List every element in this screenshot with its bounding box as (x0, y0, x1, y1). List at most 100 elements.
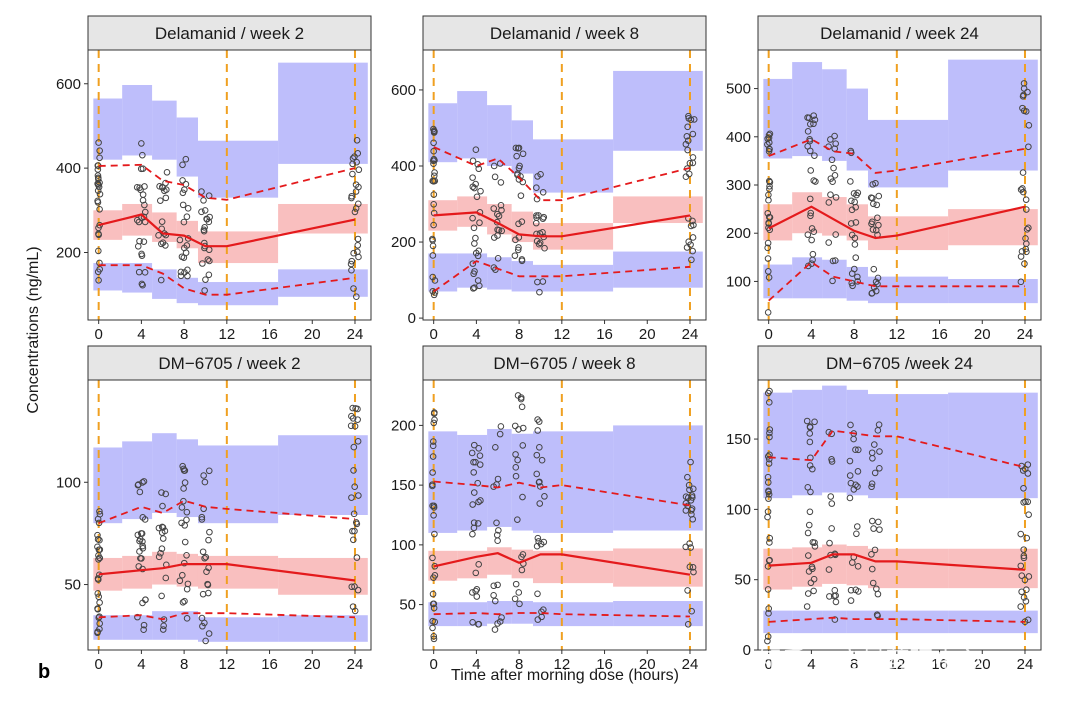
facet-title: Delamanid / week 8 (490, 24, 639, 43)
observation-point (429, 554, 436, 562)
observation-point (490, 234, 498, 241)
observation-point (536, 500, 544, 507)
observation-point (349, 404, 356, 412)
observation-point (182, 155, 190, 163)
observation-point (870, 441, 878, 448)
observation-point (473, 593, 481, 600)
observation-point (431, 277, 439, 284)
observation-point (766, 426, 774, 433)
observation-point (690, 568, 697, 576)
observation-point (875, 518, 882, 526)
observation-point (868, 550, 875, 558)
y-tick-label: 200 (56, 245, 81, 262)
observation-point (468, 449, 476, 457)
observation-point (205, 271, 213, 279)
observation-point (351, 422, 359, 430)
observation-point (205, 630, 213, 637)
observation-point (158, 489, 165, 496)
observation-point (804, 262, 812, 270)
observation-point (138, 252, 146, 259)
observation-point (1020, 594, 1028, 601)
upper-pi-band (93, 98, 123, 160)
observation-point (139, 196, 147, 204)
x-tick-label: 12 (218, 656, 235, 673)
observed-lower-percentile-line (98, 264, 356, 296)
observation-point (161, 527, 169, 535)
observation-point (158, 240, 165, 248)
x-tick-label: 20 (639, 326, 656, 343)
observation-point (855, 588, 862, 595)
observation-point (494, 620, 501, 627)
observation-point (766, 145, 773, 153)
observation-point (517, 192, 525, 199)
observation-point (828, 500, 836, 507)
observation-point (765, 610, 772, 617)
observation-point (94, 180, 102, 188)
observation-point (470, 489, 478, 496)
observation-point (804, 590, 812, 597)
observation-point (474, 479, 482, 487)
x-tick-label: 4 (472, 656, 480, 673)
observation-point (831, 587, 839, 594)
observation-point (538, 608, 545, 616)
observation-point (430, 511, 437, 519)
observation-point (141, 201, 148, 209)
plot-area (428, 380, 703, 650)
observation-point (474, 520, 482, 527)
observation-point (473, 586, 481, 593)
observation-point (689, 234, 697, 241)
observed-lower-percentile-line (433, 260, 691, 293)
observed-upper-percentile-line (433, 480, 691, 507)
x-tick-label: 12 (553, 656, 570, 673)
observation-point (512, 580, 520, 588)
observed-lower-percentile-line (768, 616, 1026, 623)
observation-point (353, 137, 361, 144)
observation-point (686, 563, 694, 571)
lower-pi-band (532, 602, 614, 627)
lower-pi-band (197, 617, 279, 642)
observation-point (514, 516, 521, 523)
observation-point (429, 273, 437, 281)
observation-point (847, 421, 854, 429)
observation-point (430, 201, 437, 208)
observation-point (430, 632, 438, 640)
observation-point (1018, 572, 1026, 579)
observation-point (199, 590, 207, 598)
observation-point (870, 525, 877, 532)
observation-point (536, 288, 543, 296)
median-pi-band (511, 549, 533, 579)
observation-point (469, 174, 476, 181)
observation-point (825, 239, 833, 246)
observation-point (688, 492, 696, 499)
observation-point (533, 212, 540, 219)
observation-point (355, 166, 363, 174)
x-tick-label: 4 (472, 326, 480, 343)
observation-point (158, 218, 166, 225)
observation-point (827, 191, 834, 199)
observation-point (471, 184, 478, 192)
x-tick-label: 8 (850, 656, 858, 673)
observation-point (1020, 546, 1028, 553)
observation-point (1020, 484, 1027, 492)
observation-point (540, 538, 548, 546)
y-tick-label: 100 (726, 501, 751, 518)
observation-point (829, 257, 837, 265)
plot-area (763, 50, 1038, 320)
lower-pi-band (152, 611, 177, 640)
x-tick-label: 12 (888, 656, 905, 673)
observation-point (848, 197, 855, 205)
observed-lower-percentile-line (433, 612, 691, 618)
observation-point (350, 285, 357, 292)
observation-point (497, 179, 505, 186)
observation-point (155, 232, 162, 239)
upper-pi-band (763, 392, 793, 499)
observation-point (519, 442, 527, 449)
observation-point (805, 114, 813, 122)
observation-point (429, 288, 437, 295)
x-tick-label: 20 (974, 326, 991, 343)
watermark-text: 知乎 @定量药理中心 (758, 646, 982, 674)
observation-point (686, 486, 693, 494)
x-tick-label: 12 (218, 326, 235, 343)
observation-point (159, 524, 167, 531)
